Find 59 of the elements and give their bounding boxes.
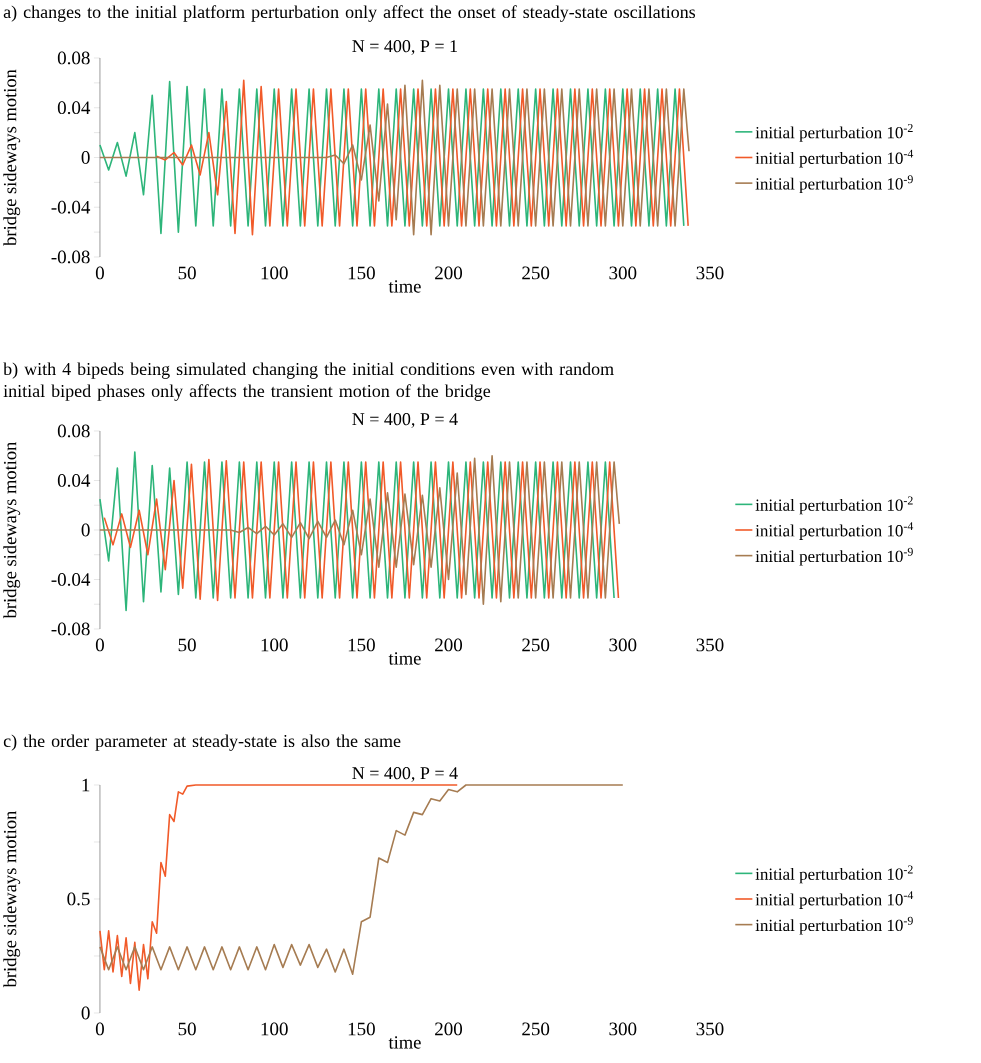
legend-label: initial perturbation 10$^{-2}$ <box>755 865 913 884</box>
x-tick-label: 0 <box>95 638 104 652</box>
y-tick-label: 0.08 <box>57 51 90 65</box>
x-tick-label: 150 <box>348 638 375 652</box>
y-tick-label: -0.08 <box>51 622 90 636</box>
legend-label: initial perturbation 10$^{-9}$ <box>755 175 913 194</box>
x-tick-label: 50 <box>178 1022 196 1036</box>
x-tick-label: 300 <box>609 1022 637 1036</box>
y-tick-label: 0.04 <box>57 101 91 115</box>
legend-label: initial perturbation 10$^{-2}$ <box>755 124 913 142</box>
x-tick-label: 250 <box>522 266 550 280</box>
chart-title: a) changes to the initial platform perturbation only affect the onset of steady-state oscillations <box>3 5 696 22</box>
y-tick-label: 0 <box>81 151 90 164</box>
x-tick-label: 300 <box>609 266 637 280</box>
x-axis-title: time <box>388 1036 421 1049</box>
chart-title: b) with 4 bipeds being simulated changing the initial conditions even with random initial biped phases only affects the transient motion of the bridge <box>3 362 614 401</box>
x-tick-label: 150 <box>348 266 375 280</box>
x-tick-label: 100 <box>261 1022 288 1036</box>
line-series <box>99 784 459 991</box>
chart-subtitle: N = 400, P = 1 <box>352 40 458 55</box>
legend-label: initial perturbation 10$^{-9}$ <box>755 547 913 566</box>
x-tick-label: 100 <box>261 266 288 280</box>
x-tick-label: 50 <box>178 266 196 280</box>
chart-title: c) the order parameter at steady-state is also the same <box>3 734 401 751</box>
y-axis-title: bridge sideways motion <box>3 810 21 988</box>
x-tick-label: 0 <box>95 266 104 280</box>
chart-subtitle: N = 400, P = 4 <box>352 413 458 428</box>
x-tick-label: 200 <box>435 1022 463 1036</box>
x-axis-title: time <box>388 652 421 665</box>
legend-label: initial perturbation 10$^{-4}$ <box>755 891 914 909</box>
y-tick-label: -0.04 <box>51 573 91 586</box>
y-tick-label: -0.08 <box>51 250 90 264</box>
y-tick-label: 1 <box>82 778 90 792</box>
x-tick-label: 100 <box>261 638 288 652</box>
x-tick-label: 350 <box>696 266 724 280</box>
x-tick-label: 250 <box>522 638 550 652</box>
y-tick-label: 0.5 <box>67 892 90 906</box>
y-tick-label: 0.04 <box>57 474 91 487</box>
x-tick-label: 350 <box>696 638 724 652</box>
y-tick-label: 0 <box>81 1006 90 1020</box>
y-tick-label: 0.08 <box>57 424 90 438</box>
x-tick-label: 200 <box>435 638 463 652</box>
legend-label: initial perturbation 10$^{-4}$ <box>755 149 914 168</box>
y-tick-label: 0 <box>81 523 90 537</box>
legend-label: initial perturbation 10$^{-2}$ <box>755 496 913 515</box>
chart-subtitle: N = 400, P = 4 <box>352 767 458 782</box>
x-tick-label: 150 <box>348 1022 375 1036</box>
x-tick-label: 300 <box>609 638 637 652</box>
x-tick-label: 200 <box>435 266 463 280</box>
y-axis-title: bridge sideways motion <box>3 441 21 619</box>
legend-label: initial perturbation 10$^{-9}$ <box>755 916 913 935</box>
y-axis-title: bridge sideways motion <box>3 69 21 246</box>
x-tick-label: 0 <box>95 1022 104 1036</box>
x-tick-label: 350 <box>696 1022 724 1036</box>
x-tick-label: 250 <box>522 1022 550 1036</box>
x-tick-label: 50 <box>178 638 196 652</box>
x-axis-title: time <box>388 280 421 293</box>
y-tick-label: -0.04 <box>51 200 91 214</box>
legend-label: initial perturbation 10$^{-4}$ <box>755 522 914 540</box>
